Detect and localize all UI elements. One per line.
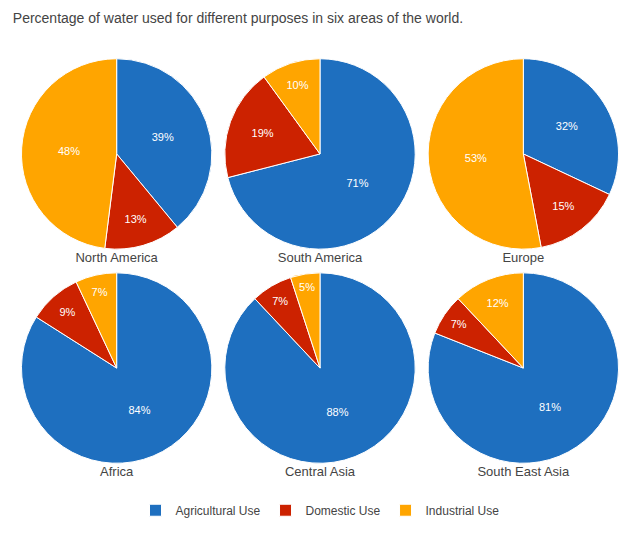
svg-text:10%: 10%: [286, 79, 308, 91]
svg-text:53%: 53%: [465, 152, 487, 164]
svg-text:7%: 7%: [272, 295, 288, 307]
svg-text:32%: 32%: [556, 120, 578, 132]
svg-text:Agricultural Use: Agricultural Use: [176, 504, 261, 518]
svg-text:19%: 19%: [252, 127, 274, 139]
svg-text:48%: 48%: [58, 145, 80, 157]
svg-text:South America: South America: [278, 250, 363, 265]
svg-text:88%: 88%: [326, 406, 348, 418]
svg-text:Industrial Use: Industrial Use: [426, 504, 500, 518]
svg-text:Domestic Use: Domestic Use: [306, 504, 381, 518]
svg-text:71%: 71%: [346, 177, 368, 189]
svg-text:13%: 13%: [125, 213, 147, 225]
svg-text:North America: North America: [75, 250, 158, 265]
svg-text:84%: 84%: [128, 404, 150, 416]
svg-text:15%: 15%: [552, 200, 574, 212]
svg-text:South East Asia: South East Asia: [477, 464, 570, 479]
svg-text:39%: 39%: [152, 131, 174, 143]
svg-text:12%: 12%: [487, 297, 509, 309]
svg-text:7%: 7%: [92, 286, 108, 298]
svg-text:Africa: Africa: [100, 464, 134, 479]
svg-text:9%: 9%: [59, 306, 75, 318]
svg-text:Central Asia: Central Asia: [285, 464, 356, 479]
svg-text:Percentage of water used for d: Percentage of water used for different p…: [13, 10, 463, 26]
svg-text:5%: 5%: [299, 281, 315, 293]
svg-text:Europe: Europe: [502, 250, 544, 265]
svg-text:7%: 7%: [451, 318, 467, 330]
svg-text:81%: 81%: [539, 401, 561, 413]
